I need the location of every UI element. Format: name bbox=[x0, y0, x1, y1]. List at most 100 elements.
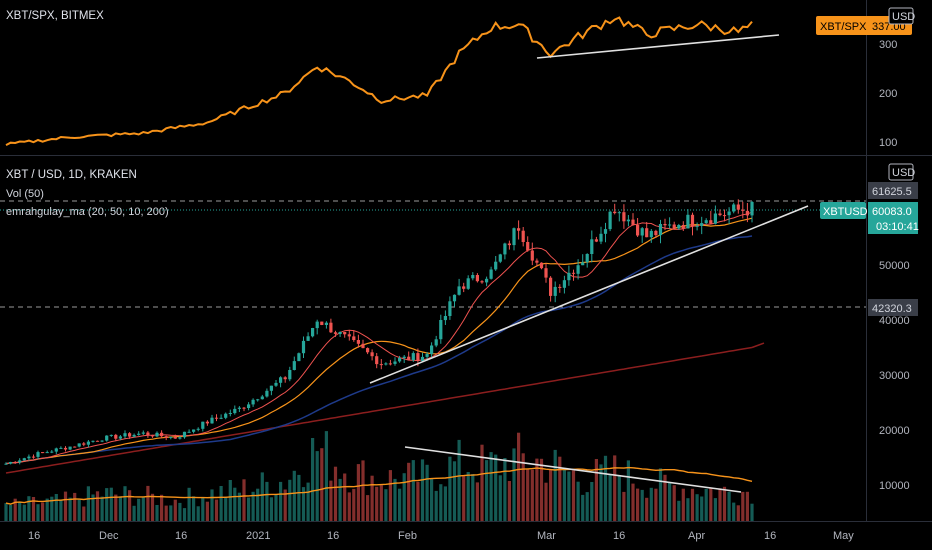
candle-body bbox=[77, 443, 81, 447]
candle-body bbox=[539, 262, 544, 269]
price-tag-box bbox=[868, 202, 918, 234]
volume-bar bbox=[750, 503, 754, 521]
volume-ma-line bbox=[5, 466, 753, 505]
volume-bar bbox=[466, 472, 470, 521]
volume-bar bbox=[315, 451, 319, 521]
x-tick-label: Dec bbox=[99, 530, 119, 542]
volume-bar bbox=[109, 487, 113, 521]
candle-body bbox=[384, 363, 388, 365]
candle-body bbox=[31, 456, 36, 458]
volume-bar bbox=[95, 491, 100, 521]
candle-body bbox=[430, 345, 434, 354]
volume-bar bbox=[649, 487, 653, 521]
candle-body bbox=[690, 214, 695, 227]
candle-body bbox=[315, 321, 319, 329]
x-tick-label: 2021 bbox=[246, 530, 270, 542]
candle-body bbox=[228, 413, 232, 414]
volume-bar bbox=[430, 478, 434, 521]
volume-bar bbox=[137, 498, 141, 521]
volume-bar bbox=[54, 494, 58, 521]
candle-body bbox=[279, 377, 283, 383]
top-price-axis[interactable]: 300 200 100 bbox=[879, 39, 897, 149]
candle-body bbox=[132, 434, 136, 437]
volume-bar bbox=[526, 469, 530, 521]
volume-bar bbox=[265, 481, 269, 521]
candle-body bbox=[663, 224, 667, 226]
top-price-tag-symbol: XBT/SPX bbox=[820, 21, 867, 33]
candle-body bbox=[366, 348, 370, 353]
volume-bar bbox=[581, 494, 585, 521]
candle-body bbox=[379, 364, 383, 366]
volume-bar bbox=[196, 506, 200, 521]
low-marker-tag bbox=[868, 299, 918, 316]
volume-bar bbox=[292, 470, 296, 521]
candle-body bbox=[356, 340, 360, 344]
candle-body bbox=[741, 209, 745, 211]
volume-bar bbox=[663, 474, 667, 521]
volume-bar bbox=[613, 455, 617, 521]
candle-body bbox=[352, 336, 356, 340]
volume-bar bbox=[553, 449, 557, 521]
candle-body bbox=[187, 431, 191, 433]
main-currency-badge[interactable] bbox=[888, 163, 914, 181]
xbt-spx-ratio-line bbox=[5, 16, 753, 146]
volume-bar bbox=[617, 475, 621, 521]
volume-bar bbox=[63, 491, 68, 521]
main-price-axis[interactable]: 50000 40000 30000 20000 10000 bbox=[879, 260, 910, 492]
candle-body bbox=[288, 370, 292, 380]
volume-bar bbox=[375, 486, 379, 521]
volume-bar bbox=[452, 461, 457, 521]
volume-bar bbox=[503, 458, 507, 521]
x-tick-label: 16 bbox=[28, 530, 40, 542]
candle-body bbox=[361, 343, 365, 349]
candle-body bbox=[704, 220, 708, 223]
volume-bar bbox=[700, 496, 704, 521]
volume-bar bbox=[704, 488, 708, 521]
ratio-line bbox=[5, 16, 753, 146]
volume-bar bbox=[100, 496, 104, 521]
candle-body bbox=[347, 334, 351, 337]
volume-bar bbox=[521, 453, 525, 521]
candle-body bbox=[700, 223, 704, 226]
candle-body bbox=[50, 451, 54, 453]
volume-bar bbox=[727, 491, 731, 521]
volume-bar bbox=[471, 474, 475, 521]
x-tick-label: Apr bbox=[688, 530, 705, 542]
volume-bar bbox=[77, 499, 81, 521]
volume-bar bbox=[31, 497, 36, 521]
candle-body bbox=[251, 399, 255, 405]
volume-bar bbox=[622, 491, 626, 521]
candle-body bbox=[485, 278, 489, 283]
volume-bar bbox=[242, 479, 246, 521]
candle-body bbox=[123, 433, 127, 437]
candle-body bbox=[608, 211, 612, 230]
volume-bar bbox=[324, 431, 328, 521]
volume-bar bbox=[571, 470, 576, 521]
volume-bar bbox=[512, 448, 516, 521]
volume-bar bbox=[214, 499, 219, 521]
candle-body bbox=[105, 435, 109, 441]
volume-bar bbox=[22, 504, 26, 521]
volume-bar bbox=[366, 495, 370, 521]
y-tick-40000: 40000 bbox=[879, 315, 910, 327]
top-currency-badge[interactable] bbox=[888, 7, 914, 25]
volume-bar bbox=[233, 487, 237, 521]
time-axis[interactable]: 16 Dec 16 2021 16 Feb Mar 16 Apr 16 May bbox=[28, 530, 854, 542]
volume-bar bbox=[434, 490, 438, 521]
price-trendline bbox=[369, 205, 809, 384]
volume-bar bbox=[549, 469, 553, 521]
candle-body bbox=[489, 269, 493, 279]
volume-bar bbox=[164, 505, 168, 521]
volume-bar bbox=[86, 486, 90, 521]
candle-body bbox=[686, 214, 690, 229]
candle-body bbox=[512, 228, 516, 246]
price-tag-countdown: 03:10:41 bbox=[876, 221, 919, 233]
volume-bar bbox=[681, 488, 685, 521]
candle-body bbox=[681, 225, 685, 229]
volume-bar bbox=[668, 482, 672, 521]
candle-body bbox=[571, 272, 576, 274]
volume-bar bbox=[247, 497, 251, 521]
candle-body bbox=[283, 377, 287, 380]
volume-bar bbox=[654, 488, 658, 521]
candle-body bbox=[233, 408, 237, 414]
